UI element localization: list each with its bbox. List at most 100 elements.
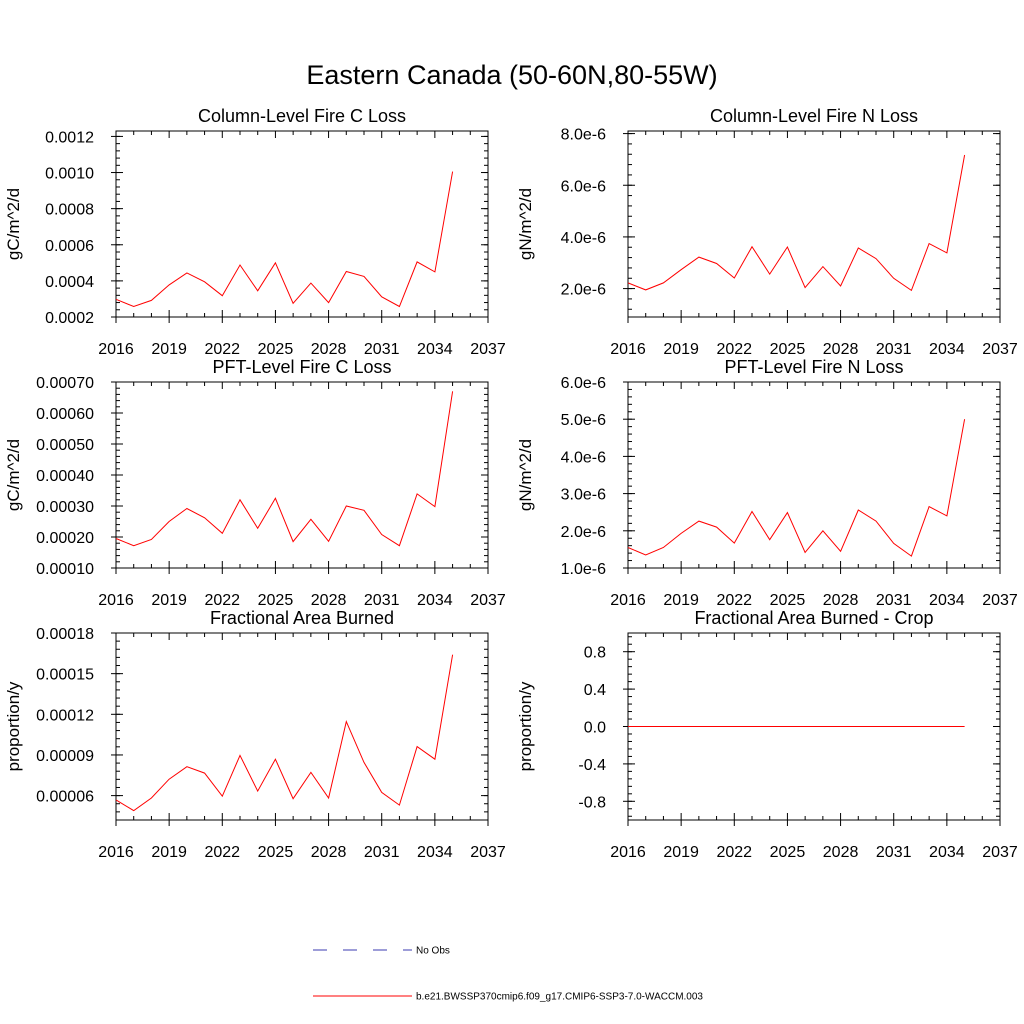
series-line: [627, 419, 966, 557]
y-tick-label: 0.0004: [45, 274, 94, 291]
x-tick-label: 2028: [823, 592, 859, 609]
x-tick-label: 2028: [311, 844, 347, 861]
y-tick-label: 2.0e-6: [561, 282, 606, 299]
x-tick-label: 2025: [770, 844, 806, 861]
x-tick-label: 2025: [770, 341, 806, 358]
chart-panel: 2016 2019 2022 2025 2028 2031 2034 2037 1.0e-6 2.…: [516, 357, 1018, 609]
chart-panel: 2016 2019 2022 2025 2028 2031 2034 2037 2.0e-6 4.…: [516, 106, 1018, 358]
y-tick-label: 2.0e-6: [561, 524, 606, 541]
y-tick-label: 6.0e-6: [561, 375, 606, 392]
y-tick-label: 0.00018: [36, 626, 94, 643]
x-tick-label: 2025: [258, 592, 294, 609]
legend-label-model-run: b.e21.BWSSP370cmip6.f09_g17.CMIP6-SSP3-7…: [416, 992, 703, 1003]
y-tick-label: 0.00009: [36, 748, 94, 765]
x-tick-label: 2034: [417, 341, 453, 358]
x-tick-label: 2016: [610, 844, 646, 861]
plot-frame: [115, 632, 489, 821]
x-tick-label: 2034: [417, 592, 453, 609]
panel-title: Column-Level Fire N Loss: [710, 106, 918, 126]
panel-title: Fractional Area Burned - Crop: [694, 608, 933, 628]
x-tick-label: 2028: [311, 592, 347, 609]
x-tick-label: 2019: [663, 844, 699, 861]
series-line: [115, 654, 454, 812]
x-tick-label: 2034: [417, 844, 453, 861]
panel-title: Fractional Area Burned: [210, 608, 394, 628]
x-tick-label: 2037: [982, 844, 1018, 861]
chart-panel: 2016 2019 2022 2025 2028 2031 2034 2037 0.0002 0.…: [4, 106, 506, 358]
series-line: [627, 154, 966, 292]
panels-group: 2016 2019 2022 2025 2028 2031 2034 2037 0.0002 0.…: [4, 106, 1018, 861]
x-tick-label: 2031: [876, 592, 912, 609]
x-tick-label: 2019: [663, 592, 699, 609]
x-tick-label: 2025: [770, 592, 806, 609]
x-tick-label: 2016: [98, 592, 134, 609]
x-tick-label: 2034: [929, 592, 965, 609]
y-tick-label: 0.00010: [36, 561, 94, 578]
x-tick-label: 2019: [151, 341, 187, 358]
legend-label-no-obs: No Obs: [416, 946, 450, 957]
x-tick-label: 2028: [823, 341, 859, 358]
x-tick-label: 2037: [982, 341, 1018, 358]
y-axis-label: gC/m^2/d: [4, 188, 23, 260]
x-tick-label: 2016: [98, 341, 134, 358]
x-tick-label: 2028: [823, 844, 859, 861]
chart-panel: 2016 2019 2022 2025 2028 2031 2034 2037 0.00006 0…: [4, 608, 506, 861]
y-tick-label: 0.00012: [36, 707, 94, 724]
y-tick-label: -0.4: [578, 757, 606, 774]
x-tick-label: 2019: [151, 844, 187, 861]
x-tick-label: 2031: [876, 341, 912, 358]
series-line: [115, 171, 454, 308]
y-axis-label: gN/m^2/d: [516, 188, 535, 260]
x-tick-label: 2016: [610, 592, 646, 609]
x-tick-label: 2031: [364, 341, 400, 358]
y-tick-label: 3.0e-6: [561, 487, 606, 504]
plot-frame: [115, 381, 489, 569]
y-tick-label: 0.0008: [45, 202, 94, 219]
y-tick-label: 0.0: [584, 720, 606, 737]
y-tick-label: 0.00050: [36, 437, 94, 454]
y-tick-label: 0.0006: [45, 238, 94, 255]
plot-frame: [627, 130, 1001, 318]
x-tick-label: 2019: [151, 592, 187, 609]
x-tick-label: 2034: [929, 844, 965, 861]
panel-title: Column-Level Fire C Loss: [198, 106, 406, 126]
y-tick-label: 0.00020: [36, 530, 94, 547]
x-tick-label: 2022: [716, 592, 752, 609]
figure-title: Eastern Canada (50-60N,80-55W): [306, 60, 717, 90]
panel-title: PFT-Level Fire C Loss: [212, 357, 391, 377]
x-tick-label: 2022: [716, 844, 752, 861]
y-tick-label: 0.0012: [45, 129, 94, 146]
x-tick-label: 2037: [470, 844, 506, 861]
chart-panel: 2016 2019 2022 2025 2028 2031 2034 2037 -0.8 -0.4…: [516, 608, 1018, 861]
y-tick-label: 0.4: [584, 682, 606, 699]
y-tick-label: 0.00060: [36, 406, 94, 423]
y-axis-label: proportion/y: [4, 681, 23, 771]
x-tick-label: 2031: [364, 844, 400, 861]
chart-panel: 2016 2019 2022 2025 2028 2031 2034 2037 0.00010 0…: [4, 357, 506, 609]
plot-frame: [627, 381, 1001, 569]
y-tick-label: 6.0e-6: [561, 178, 606, 195]
x-tick-label: 2025: [258, 844, 294, 861]
x-tick-label: 2022: [204, 592, 240, 609]
x-tick-label: 2016: [98, 844, 134, 861]
x-tick-label: 2037: [982, 592, 1018, 609]
y-tick-label: -0.8: [578, 794, 606, 811]
y-tick-label: 4.0e-6: [561, 449, 606, 466]
y-tick-label: 0.00070: [36, 375, 94, 392]
y-tick-label: 0.0010: [45, 166, 94, 183]
y-tick-label: 0.00040: [36, 468, 94, 485]
x-tick-label: 2022: [716, 341, 752, 358]
y-tick-label: 5.0e-6: [561, 412, 606, 429]
y-axis-label: gC/m^2/d: [4, 439, 23, 511]
x-tick-label: 2028: [311, 341, 347, 358]
y-tick-label: 0.0002: [45, 310, 94, 327]
x-tick-label: 2031: [364, 592, 400, 609]
plot-frame: [115, 130, 489, 318]
series-line: [115, 391, 454, 547]
y-axis-label: proportion/y: [516, 681, 535, 771]
y-tick-label: 0.00030: [36, 499, 94, 516]
y-tick-label: 8.0e-6: [561, 127, 606, 144]
x-tick-label: 2037: [470, 592, 506, 609]
legend: No Obs b.e21.BWSSP370cmip6.f09_g17.CMIP6…: [313, 946, 703, 1003]
